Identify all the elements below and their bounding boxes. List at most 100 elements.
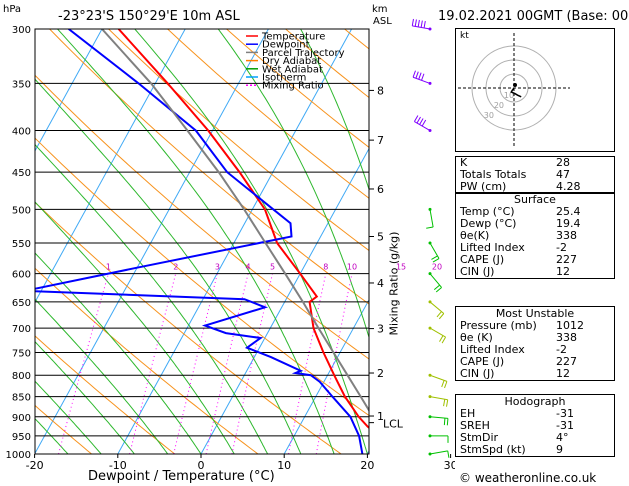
dry-adiabat-line: [35, 267, 259, 454]
mixing-ratio-label: 5: [270, 263, 275, 272]
surface-row: Lifted Index -2: [460, 241, 567, 254]
parcel-trace: [101, 29, 369, 413]
mixing-ratio-label: 4: [246, 263, 251, 272]
mu-row: Pressure (mb) 1012: [460, 319, 584, 332]
mu-row: CAPE (J) 227: [460, 355, 577, 368]
mixing-ratio-axis-label: Mixing Ratio (g/kg): [387, 231, 401, 336]
wet-adiabat-line: [35, 417, 69, 454]
mixing-ratio-label: 10: [347, 263, 357, 272]
legend-entry: Temperature: [261, 32, 325, 43]
pressure-tick-label: 750: [12, 348, 31, 359]
wind-barb: [428, 450, 450, 458]
mixing-ratio-label: 15: [396, 263, 406, 272]
temperature-tick-label: 0: [198, 459, 205, 472]
isotherm-line: [283, 298, 369, 454]
asl-label: ASL: [373, 16, 392, 27]
surface-title: Surface: [514, 193, 556, 206]
hodograph-ring-label: 20: [494, 101, 504, 110]
pressure-tick-label: 300: [12, 25, 31, 36]
wind-barb: [411, 18, 432, 31]
km-tick-label: 3: [377, 323, 384, 336]
wind-barb: [428, 326, 447, 344]
index-row-k: K 28: [460, 156, 570, 169]
wet-adiabat-line: [35, 143, 269, 454]
wind-barb: [412, 70, 432, 85]
surface-row: CIN (J) 12: [460, 265, 570, 278]
pressure-tick-label: 950: [12, 432, 31, 443]
temperature-tick-label: 10: [277, 459, 291, 472]
mixing-ratio-label: 1: [106, 263, 111, 272]
indices-table: K 28 Totals Totals 47 PW (cm) 4.28: [455, 156, 615, 194]
pressure-tick-label: 850: [12, 393, 31, 404]
plot-frame: [34, 28, 370, 455]
most-unstable-title: Most Unstable: [495, 307, 575, 320]
dry-adiabat-line: [108, 29, 369, 252]
surface-row: Dewp (°C) 19.4: [460, 217, 581, 230]
mixing-ratio-label: 2: [173, 263, 178, 272]
hodo-row: EH -31: [460, 407, 574, 420]
pressure-tick-label: 450: [12, 168, 31, 179]
km-tick-label: 6: [377, 183, 384, 196]
dry-adiabat-line: [226, 29, 369, 148]
surface-row: θe(K) 338: [460, 229, 577, 242]
mixing-ratio-line: [173, 273, 218, 454]
lcl-label: LCL: [383, 418, 404, 431]
wet-adiabat-line: [57, 29, 335, 454]
mixing-ratio-line: [288, 273, 327, 454]
legend-entry: Dewpoint: [262, 40, 310, 51]
km-tick-label: 8: [377, 84, 384, 97]
wind-barb: [428, 373, 448, 389]
storm-motion-marker: [513, 83, 517, 87]
hodograph-kt-label: kt: [460, 31, 469, 41]
hodograph-trace: [510, 87, 522, 98]
x-axis-label: Dewpoint / Temperature (°C): [88, 469, 275, 484]
km-tick-label: 1: [377, 410, 384, 423]
wind-barb: [428, 434, 449, 443]
surface-row: Temp (°C) 25.4: [460, 205, 581, 218]
pressure-tick-label: 400: [12, 127, 31, 138]
pressure-tick-label: 800: [12, 371, 31, 382]
pressure-tick-label: 1000: [6, 450, 31, 461]
pressure-tick-label: 700: [12, 324, 31, 335]
pressure-tick-label: 500: [12, 205, 31, 216]
isotherm-line: [35, 29, 186, 304]
dry-adiabat-line: [35, 404, 92, 454]
mu-row: CIN (J) 12: [460, 367, 570, 380]
pressure-tick-label: 900: [12, 413, 31, 424]
temperature-tick-label: 20: [360, 459, 374, 472]
most-unstable-table: Most Unstable Pressure (mb) 1012 θe (K) 33…: [455, 306, 615, 381]
isotherm-line: [35, 29, 103, 152]
pressure-tick-label: 350: [12, 79, 31, 90]
surface-row: CAPE (J) 227: [460, 253, 577, 266]
hpa-label: hPa: [3, 4, 22, 15]
temperature-tick-label: -20: [26, 459, 44, 472]
surface-table: Surface Temp (°C) 25.4 Dewp (°C) 19.4 θe(K…: [455, 192, 615, 279]
km-tick-label: 4: [377, 277, 384, 290]
hodograph-panel: kt 10 20 30: [455, 28, 615, 152]
dewpoint-trace: [35, 29, 364, 454]
legend-entry: Dry Adiabat: [262, 56, 321, 67]
mixing-ratio-line: [205, 273, 249, 454]
hodo-row: StmSpd (kt) 9: [460, 443, 563, 456]
temperature-tick-label: -10: [109, 459, 127, 472]
wet-adiabat-line: [35, 341, 135, 454]
pressure-tick-label: 550: [12, 239, 31, 250]
wind-barb: [428, 241, 440, 263]
dry-adiabat-line: [167, 29, 369, 199]
mixing-ratio-line: [437, 274, 455, 454]
wind-barb: [426, 207, 434, 229]
skew-t-chart: 1234581015202530035040045050055060065070…: [6, 18, 456, 472]
temperature-tick-label: 30: [444, 459, 455, 472]
hodograph-ring-label: 10: [504, 91, 514, 100]
wind-barb: [428, 415, 449, 426]
dry-adiabat-line: [285, 29, 369, 99]
dry-adiabat-line: [35, 335, 176, 454]
hodo-row: StmDir 4°: [460, 431, 569, 444]
legend-entry: Mixing Ratio: [262, 81, 324, 92]
km-tick-label: 5: [377, 230, 384, 243]
wind-barb: [413, 115, 432, 133]
pressure-tick-label: 650: [12, 298, 31, 309]
isotherm-line: [117, 29, 353, 454]
dry-adiabat-line: [404, 29, 456, 454]
